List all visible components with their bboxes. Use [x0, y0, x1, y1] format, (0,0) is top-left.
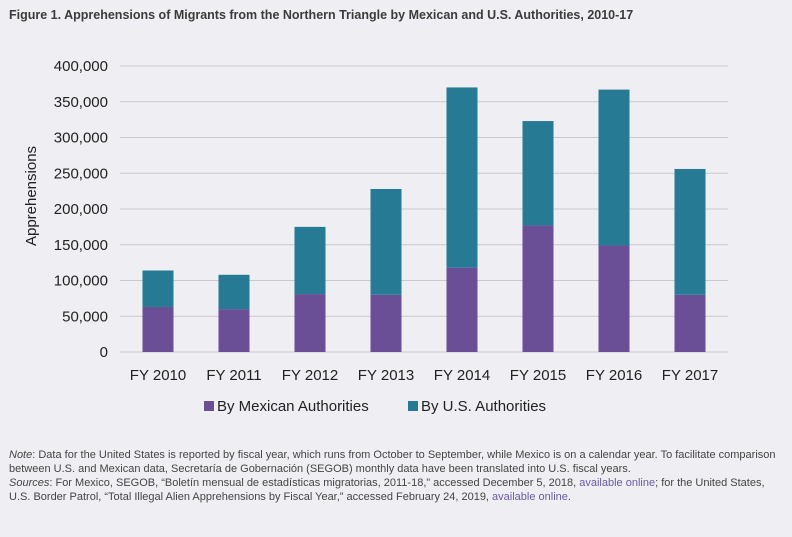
- y-tick-label: 200,000: [54, 201, 108, 218]
- y-tick-label: 100,000: [54, 273, 108, 290]
- x-tick-label: FY 2014: [434, 367, 490, 384]
- bar-us: [294, 226, 326, 295]
- bar-mexican: [446, 267, 478, 352]
- stacked-bar-chart: 0 50,000 100,000 150,000 200,000 250,000 300,0…: [23, 58, 728, 415]
- y-tick-label: 0: [100, 344, 108, 361]
- legend-label-mexican: By Mexican Authorities: [217, 398, 369, 415]
- note-label: Note: [9, 449, 33, 461]
- source-link-border-patrol[interactable]: available online: [492, 491, 568, 503]
- y-tick-label: 400,000: [54, 58, 108, 75]
- y-axis-title: Apprehensions: [23, 146, 40, 246]
- y-tick-label: 250,000: [54, 165, 108, 182]
- bar-us: [142, 270, 174, 307]
- y-tick-label: 150,000: [54, 237, 108, 254]
- bar-mexican: [598, 245, 630, 352]
- bar-mexican: [674, 294, 706, 352]
- note-text: : Data for the United States is reported…: [9, 449, 776, 475]
- sources-text-3: .: [567, 491, 571, 503]
- bar-mexican: [142, 306, 174, 352]
- x-tick-label: FY 2017: [662, 367, 718, 384]
- bar-us: [522, 121, 554, 226]
- bar-mexican: [218, 309, 250, 352]
- x-tick-label: FY 2011: [206, 367, 261, 384]
- bar-mexican: [370, 294, 402, 352]
- y-tick-label: 300,000: [54, 130, 108, 147]
- figure-title: Figure 1. Apprehensions of Migrants from…: [9, 8, 634, 22]
- gridlines: [120, 65, 728, 353]
- x-tick-label: FY 2016: [586, 367, 642, 384]
- legend-swatch-us: [408, 401, 418, 411]
- legend: By Mexican Authorities By U.S. Authoriti…: [204, 398, 546, 415]
- bar-us: [370, 188, 402, 295]
- bar-us: [446, 87, 478, 268]
- x-axis-ticks: FY 2010 FY 2011 FY 2012 FY 2013 FY 2014 FY 20…: [130, 367, 718, 384]
- y-tick-label: 350,000: [54, 94, 108, 111]
- sources-paragraph: Sources: For Mexico, SEGOB, “Boletín men…: [9, 476, 781, 504]
- bar-mexican: [294, 294, 326, 352]
- x-tick-label: FY 2013: [358, 367, 414, 384]
- x-tick-label: FY 2015: [510, 367, 566, 384]
- note-paragraph: Note: Data for the United States is repo…: [9, 448, 781, 476]
- bars: [142, 87, 706, 352]
- legend-swatch-mexican: [204, 401, 214, 411]
- y-axis-ticks: 0 50,000 100,000 150,000 200,000 250,000 300,0…: [54, 58, 108, 361]
- bar-mexican: [522, 225, 554, 352]
- x-tick-label: FY 2010: [130, 367, 186, 384]
- x-tick-label: FY 2012: [282, 367, 338, 384]
- figure-notes: Note: Data for the United States is repo…: [9, 448, 781, 504]
- bar-us: [674, 168, 706, 295]
- legend-label-us: By U.S. Authorities: [421, 398, 546, 415]
- bar-us: [218, 274, 250, 310]
- sources-text-1: : For Mexico, SEGOB, “Boletín mensual de…: [49, 477, 580, 489]
- source-link-segob[interactable]: available online: [579, 477, 656, 489]
- bar-us: [598, 89, 630, 246]
- sources-label: Sources: [9, 477, 50, 489]
- y-tick-label: 50,000: [62, 308, 108, 325]
- sources-text-2: ; for the United States, U.S. Border Pat…: [9, 477, 765, 503]
